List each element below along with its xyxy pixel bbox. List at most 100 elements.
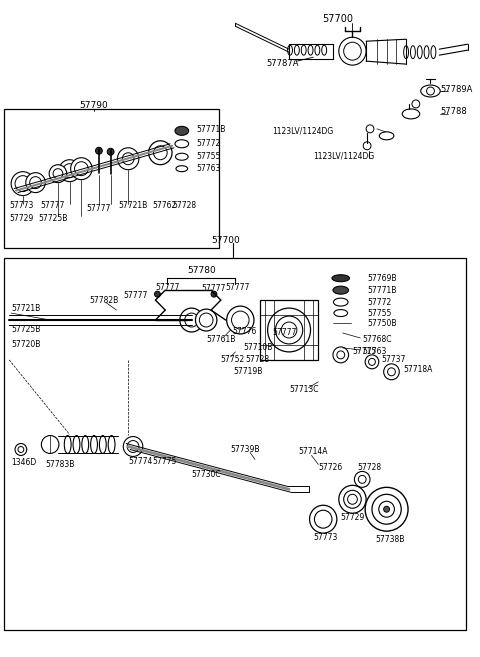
Ellipse shape <box>308 45 313 55</box>
Text: 1123LV/1124DG: 1123LV/1124DG <box>273 126 334 135</box>
Circle shape <box>195 309 217 331</box>
Text: 57768C: 57768C <box>362 336 392 344</box>
Text: 57777: 57777 <box>87 204 111 213</box>
Circle shape <box>30 177 41 189</box>
Ellipse shape <box>294 45 300 55</box>
Ellipse shape <box>175 140 189 148</box>
Ellipse shape <box>288 45 292 55</box>
Text: 57700: 57700 <box>211 236 240 245</box>
Circle shape <box>339 486 366 513</box>
Circle shape <box>53 169 63 179</box>
Text: 57718A: 57718A <box>403 365 432 374</box>
Text: 57730C: 57730C <box>192 470 221 479</box>
Ellipse shape <box>421 85 440 97</box>
Text: 57720B: 57720B <box>11 340 40 350</box>
Text: 57777: 57777 <box>226 283 250 292</box>
Circle shape <box>122 152 134 165</box>
Text: 57729: 57729 <box>341 512 365 522</box>
Circle shape <box>71 158 92 179</box>
Text: 57755: 57755 <box>367 309 392 317</box>
Text: 57762: 57762 <box>153 201 177 210</box>
Text: 57763: 57763 <box>196 164 221 173</box>
Circle shape <box>18 447 24 453</box>
Circle shape <box>384 507 389 512</box>
Circle shape <box>337 351 345 359</box>
Text: 57721B: 57721B <box>11 304 40 313</box>
Text: 57710B: 57710B <box>243 344 273 352</box>
Text: 57739B: 57739B <box>230 445 260 454</box>
Ellipse shape <box>73 436 80 453</box>
Text: 57738B: 57738B <box>375 535 404 543</box>
Bar <box>260 300 318 360</box>
Circle shape <box>344 42 361 60</box>
Text: 57728: 57728 <box>357 463 382 472</box>
Text: 57713C: 57713C <box>289 385 319 394</box>
Text: 57783B: 57783B <box>45 460 75 469</box>
Text: 57782B: 57782B <box>89 296 119 305</box>
Circle shape <box>49 165 67 183</box>
Text: 57788: 57788 <box>440 108 467 116</box>
Circle shape <box>379 501 395 517</box>
Ellipse shape <box>333 286 348 294</box>
Circle shape <box>155 291 160 297</box>
Ellipse shape <box>301 45 306 55</box>
Text: 1123LV/1124DG: 1123LV/1124DG <box>313 151 375 160</box>
Text: 57719B: 57719B <box>233 367 263 376</box>
Ellipse shape <box>322 45 326 55</box>
Ellipse shape <box>402 109 420 119</box>
Ellipse shape <box>417 46 422 58</box>
Text: 57714A: 57714A <box>299 447 328 456</box>
Text: 57725B: 57725B <box>38 214 68 223</box>
Text: 57769B: 57769B <box>367 274 396 283</box>
Ellipse shape <box>91 436 97 453</box>
Circle shape <box>74 162 88 175</box>
Text: 57726: 57726 <box>318 463 343 472</box>
Circle shape <box>185 313 198 327</box>
Circle shape <box>310 505 337 533</box>
Circle shape <box>227 306 254 334</box>
Circle shape <box>41 436 59 453</box>
Text: 57750B: 57750B <box>367 319 396 328</box>
Circle shape <box>365 487 408 531</box>
Text: 57761B: 57761B <box>206 336 236 344</box>
Circle shape <box>127 441 139 453</box>
Circle shape <box>384 364 399 380</box>
Text: 57789A: 57789A <box>440 85 473 93</box>
Text: 1346D: 1346D <box>11 458 36 467</box>
Circle shape <box>268 308 311 352</box>
Text: 57772: 57772 <box>196 139 221 148</box>
Text: 57775: 57775 <box>153 457 177 466</box>
Text: 57755: 57755 <box>196 152 221 161</box>
Text: 57725B: 57725B <box>11 325 40 334</box>
Text: 57777: 57777 <box>156 283 180 292</box>
Text: 57787A: 57787A <box>267 58 299 68</box>
Circle shape <box>344 490 361 509</box>
Ellipse shape <box>431 46 436 58</box>
Text: 57777: 57777 <box>40 201 65 210</box>
Text: 57763: 57763 <box>362 348 386 356</box>
Text: 57773: 57773 <box>313 533 338 541</box>
Circle shape <box>63 164 76 177</box>
Circle shape <box>348 494 357 505</box>
Circle shape <box>365 355 379 369</box>
Circle shape <box>107 148 114 155</box>
Text: 57771B: 57771B <box>367 286 396 294</box>
Circle shape <box>15 175 31 192</box>
Text: 57772: 57772 <box>367 298 391 307</box>
Circle shape <box>149 141 172 165</box>
Circle shape <box>276 316 303 344</box>
Ellipse shape <box>64 436 71 453</box>
Ellipse shape <box>82 436 89 453</box>
Ellipse shape <box>334 298 348 306</box>
Circle shape <box>358 476 366 484</box>
Bar <box>4 109 219 248</box>
Ellipse shape <box>334 309 348 317</box>
Text: 57776: 57776 <box>232 327 257 336</box>
Text: 57715: 57715 <box>352 348 377 356</box>
Text: 57774: 57774 <box>128 457 153 466</box>
Ellipse shape <box>424 46 429 58</box>
Ellipse shape <box>176 153 188 160</box>
Ellipse shape <box>176 166 188 171</box>
Bar <box>4 258 466 629</box>
Circle shape <box>26 173 45 193</box>
